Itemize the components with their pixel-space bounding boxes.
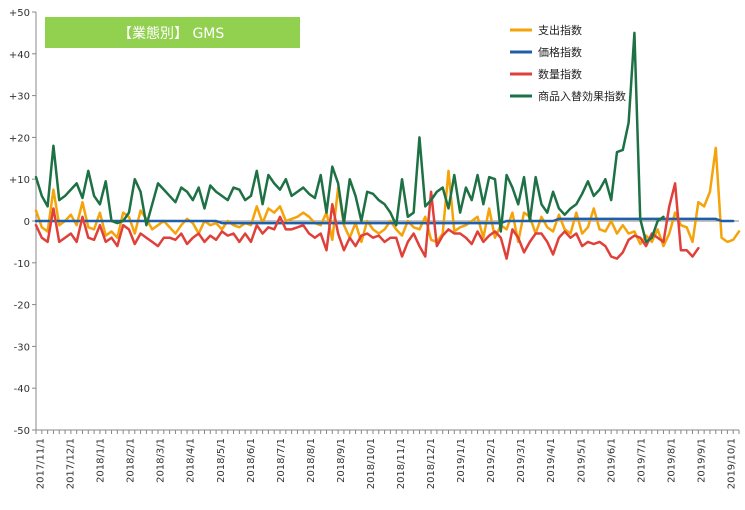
series-line-2 <box>34 217 735 225</box>
x-tick-label: 2017/12/1 <box>66 438 77 489</box>
series-line-4 <box>34 31 665 244</box>
series-layer <box>34 31 741 260</box>
x-tick-label: 2018/12/1 <box>426 438 437 489</box>
x-tick-label: 2018/7/1 <box>276 438 287 483</box>
y-tick-label: +50 <box>9 8 30 19</box>
y-tick-label: +10 <box>9 175 30 186</box>
x-tick-label: 2018/10/1 <box>366 438 377 489</box>
x-tick-label: 2018/2/1 <box>126 438 137 483</box>
x-tick-label: 2018/6/1 <box>246 438 257 483</box>
legend-label-3: 数量指数 <box>538 67 582 81</box>
y-tick-label: -50 <box>14 426 30 437</box>
x-tick-label: 2018/9/1 <box>336 438 347 483</box>
x-tick-label: 2019/7/1 <box>636 438 647 483</box>
x-tick-label: 2019/8/1 <box>666 438 677 483</box>
y-tick-label: +30 <box>9 92 30 103</box>
axes: +50 +40 +30 +20 +10 0 -10 -20 -30 -40 -50 2017/11/1… <box>9 8 740 489</box>
x-tick-label: 2019/6/1 <box>606 438 617 483</box>
x-tick-label: 2019/5/1 <box>576 438 587 483</box>
y-tick-label: +20 <box>9 133 30 144</box>
legend-label-2: 価格指数 <box>538 45 582 59</box>
x-tick-label: 2018/11/1 <box>396 438 407 489</box>
y-tick-label: -30 <box>14 342 30 353</box>
x-tick-label: 2018/1/1 <box>96 438 107 483</box>
x-tick-label: 2019/2/1 <box>486 438 497 483</box>
x-tick-label: 2019/3/1 <box>516 438 527 483</box>
series-line-3 <box>34 182 700 260</box>
x-tick-label: 2019/10/1 <box>727 438 738 489</box>
x-tick-label: 2017/11/1 <box>36 438 47 489</box>
y-tick-label: -10 <box>14 259 30 270</box>
y-tick-label: +40 <box>9 50 30 61</box>
legend-label-4: 商品入替効果指数 <box>538 89 626 103</box>
chart-title-background <box>45 17 300 48</box>
y-tick-label: 0 <box>24 217 30 228</box>
chart-title-box: 【業態別】 GMS <box>45 17 300 48</box>
x-tick-label: 2019/4/1 <box>546 438 557 483</box>
x-tick-label: 2018/4/1 <box>186 438 197 483</box>
chart-title: 【業態別】 GMS <box>118 26 224 42</box>
series-line-1 <box>34 146 741 248</box>
x-tick-label: 2018/5/1 <box>216 438 227 483</box>
legend-label-1: 支出指数 <box>538 23 582 37</box>
x-tick-label: 2018/3/1 <box>156 438 167 483</box>
y-tick-label: -40 <box>14 384 30 395</box>
x-tick-label: 2018/8/1 <box>306 438 317 483</box>
y-tick-label: -20 <box>14 301 30 312</box>
x-tick-label: 2019/1/1 <box>456 438 467 483</box>
x-tick-label: 2019/9/1 <box>696 438 707 483</box>
